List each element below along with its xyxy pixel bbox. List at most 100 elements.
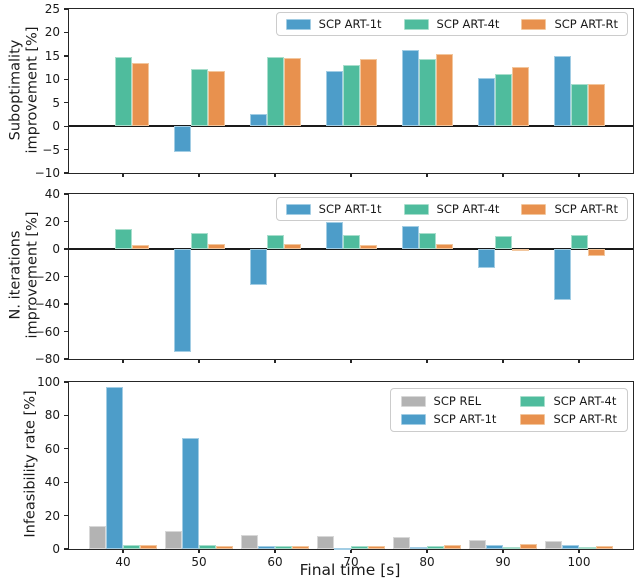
y-tick bbox=[63, 330, 68, 333]
bar-scp-art-rt-50 bbox=[207, 243, 225, 249]
x-tick bbox=[274, 359, 276, 363]
bar-scp-art-4t-80 bbox=[427, 546, 444, 549]
y-tick bbox=[63, 55, 68, 57]
bar-scp-art-1t-70 bbox=[325, 70, 343, 127]
bar-scp-art-1t-60 bbox=[249, 113, 267, 127]
y-tick bbox=[63, 148, 68, 151]
y-tick-label: 10 bbox=[44, 72, 60, 87]
x-tick-label: 50 bbox=[191, 555, 207, 569]
bar-scp-art-rt-70 bbox=[359, 244, 377, 249]
y-tick-label: −80 bbox=[34, 352, 60, 366]
bar-scp-art-4t-60 bbox=[275, 545, 292, 549]
x-tick bbox=[198, 549, 200, 553]
legend-label: SCP ART-Rt bbox=[553, 412, 617, 426]
y-tick-label: 60 bbox=[44, 441, 60, 456]
legend-label: SCP ART-1t bbox=[318, 202, 382, 216]
bar-scp-art-rt-80 bbox=[435, 54, 453, 127]
x-tick-label: 90 bbox=[495, 555, 511, 569]
bar-scp-art-1t-70 bbox=[325, 222, 343, 249]
bar-scp-art-rt-100 bbox=[587, 84, 605, 127]
x-tick-label: 80 bbox=[419, 555, 435, 569]
bar-scp-art-rt-60 bbox=[292, 546, 309, 549]
y-tick-label: 15 bbox=[44, 48, 60, 63]
legend-swatch-scp-art-rt bbox=[520, 413, 546, 425]
bar-scp-art-4t-100 bbox=[579, 547, 596, 550]
bar-scp-art-1t-50 bbox=[173, 126, 191, 153]
y-tick bbox=[63, 125, 68, 127]
legend-item: SCP ART-Rt bbox=[520, 412, 617, 426]
y-tick bbox=[63, 248, 68, 250]
bar-scp-art-4t-90 bbox=[494, 235, 512, 249]
bar-scp-rel-60 bbox=[241, 534, 258, 549]
y-tick bbox=[63, 193, 68, 195]
y-tick bbox=[63, 172, 68, 174]
y-tick-label: −10 bbox=[34, 166, 60, 180]
bar-scp-art-4t-70 bbox=[342, 65, 360, 127]
y-tick-label: 40 bbox=[44, 187, 60, 201]
bar-scp-art-rt-40 bbox=[131, 62, 149, 127]
bar-scp-rel-40 bbox=[89, 525, 106, 549]
x-tick bbox=[198, 359, 200, 363]
y-tick bbox=[63, 220, 68, 223]
legend-item: SCP ART-4t bbox=[520, 394, 617, 408]
y-tick bbox=[63, 358, 68, 360]
bar-scp-art-1t-50 bbox=[173, 249, 191, 353]
x-axis-label: Final time [s] bbox=[299, 561, 401, 579]
bar-scp-art-rt-90 bbox=[520, 543, 537, 549]
x-tick bbox=[274, 173, 276, 177]
legend-item: SCP ART-1t bbox=[285, 202, 382, 216]
x-tick-label: 60 bbox=[267, 555, 283, 569]
bar-scp-art-1t-100 bbox=[562, 544, 579, 549]
y-tick bbox=[63, 102, 68, 104]
legend-infeasibility: SCP REL SCP ART-4t SCP ART-1t SCP ART-Rt bbox=[389, 388, 628, 432]
legend-item: SCP ART-4t bbox=[403, 17, 499, 31]
legend-suboptimality: SCP ART-1t SCP ART-4t SCP ART-Rt bbox=[275, 12, 628, 36]
legend-swatch-scp-art-1t bbox=[400, 413, 426, 425]
bar-scp-art-4t-40 bbox=[123, 544, 140, 549]
y-tick bbox=[63, 8, 68, 10]
x-tick bbox=[198, 173, 200, 177]
x-tick bbox=[350, 549, 352, 553]
y-tick-label: 100 bbox=[37, 375, 60, 389]
x-tick bbox=[426, 359, 428, 363]
x-tick bbox=[122, 549, 124, 553]
bar-scp-art-4t-100 bbox=[570, 234, 588, 249]
y-tick bbox=[63, 548, 68, 550]
x-tick bbox=[502, 549, 504, 553]
bar-scp-art-1t-80 bbox=[401, 50, 419, 127]
bar-scp-rel-100 bbox=[545, 540, 562, 549]
x-tick bbox=[426, 549, 428, 553]
bar-scp-art-rt-90 bbox=[511, 249, 529, 251]
legend-item: SCP ART-Rt bbox=[521, 202, 618, 216]
bar-scp-art-1t-70 bbox=[334, 548, 351, 551]
bar-scp-art-4t-70 bbox=[342, 235, 360, 249]
bar-scp-art-1t-60 bbox=[249, 249, 267, 285]
bar-scp-art-4t-90 bbox=[503, 547, 520, 550]
legend-label: SCP ART-4t bbox=[436, 202, 500, 216]
bar-scp-art-1t-100 bbox=[553, 56, 571, 127]
bar-scp-art-rt-100 bbox=[587, 249, 605, 256]
x-tick bbox=[578, 549, 580, 553]
bar-scp-art-rt-40 bbox=[140, 544, 157, 549]
bar-scp-art-4t-40 bbox=[114, 229, 132, 249]
y-tick-label: −40 bbox=[34, 297, 60, 311]
bar-scp-art-rt-70 bbox=[368, 546, 385, 549]
bar-scp-art-rt-80 bbox=[435, 244, 453, 249]
legend-swatch-scp-art-rt bbox=[521, 18, 547, 30]
legend-label: SCP ART-1t bbox=[433, 412, 497, 426]
y-tick-label: −60 bbox=[34, 324, 60, 339]
legend-label: SCP ART-Rt bbox=[554, 202, 618, 216]
x-tick-label: 40 bbox=[115, 555, 131, 569]
legend-item: SCP ART-1t bbox=[285, 17, 382, 31]
x-tick bbox=[502, 173, 504, 177]
y-tick bbox=[63, 414, 68, 417]
legend-item: SCP ART-1t bbox=[400, 412, 497, 426]
y-tick-label: 25 bbox=[44, 2, 60, 16]
bar-scp-art-1t-80 bbox=[401, 225, 419, 249]
legend-swatch-scp-rel bbox=[400, 395, 426, 407]
bar-scp-art-1t-60 bbox=[258, 545, 275, 549]
x-tick-label: 100 bbox=[567, 555, 591, 569]
bar-scp-art-1t-90 bbox=[477, 249, 495, 269]
y-tick-label: 20 bbox=[44, 214, 60, 229]
